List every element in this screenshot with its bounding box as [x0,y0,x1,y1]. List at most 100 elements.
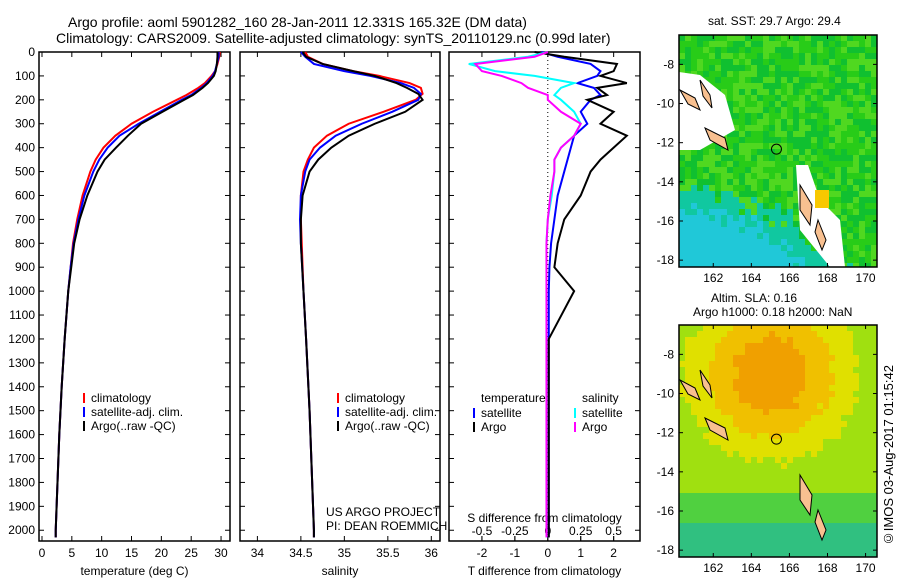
map-cell [679,367,685,373]
map-cell [793,53,799,59]
map-cell [763,361,769,367]
map-cell [781,379,787,385]
map-cell [691,215,697,221]
map-cell [841,233,847,239]
map-cell [835,361,841,367]
map-cell [733,421,739,427]
map-cell [745,119,751,125]
map-cell [733,113,739,119]
map-cell [853,337,859,343]
map-cell [871,149,877,155]
map-cell [859,481,865,487]
map-cell [769,409,775,415]
map-cell [835,409,841,415]
map-cell [709,535,715,541]
map-cell [697,385,703,391]
map-cell [811,161,817,167]
map-cell [817,475,823,481]
map-cell [811,337,817,343]
map-cell [805,481,811,487]
map-cell [847,439,853,445]
map-cell [697,469,703,475]
map-cell [697,427,703,433]
map-cell [781,439,787,445]
map-cell [799,89,805,95]
map-cell [715,349,721,355]
map-cell [769,361,775,367]
map-cell [757,137,763,143]
map-cell [865,191,871,197]
map-cell [763,161,769,167]
map-cell [865,409,871,415]
map-cell [811,65,817,71]
map-cell [739,511,745,517]
map-cell [721,529,727,535]
map-cell [727,35,733,41]
map-cell [715,337,721,343]
x-tick-label: 34 [251,546,265,560]
map-cell [685,475,691,481]
map-cell [763,47,769,53]
map-cell [709,409,715,415]
map-cell [739,71,745,77]
map-cell [733,385,739,391]
map-cell [751,499,757,505]
map-cell [757,77,763,83]
map-cell [805,113,811,119]
map-cell [829,349,835,355]
map-cell [751,71,757,77]
map-cell [727,541,733,547]
map-cell [727,451,733,457]
map-cell [847,373,853,379]
map-cell [829,113,835,119]
x2-axis-label: S difference from climatology [467,511,622,525]
map-cell [829,179,835,185]
map-cell [835,451,841,457]
y-tick-label: 300 [15,117,35,131]
map-cell [865,331,871,337]
map-cell [703,505,709,511]
map-cell [733,481,739,487]
map-cell [829,463,835,469]
map-cell [793,185,799,191]
lon-tick-label: 170 [856,561,876,575]
map-cell [697,499,703,505]
map-cell [793,209,799,215]
map-cell [727,239,733,245]
map-cell [709,391,715,397]
map-cell [847,35,853,41]
map-cell [859,535,865,541]
map-cell [763,379,769,385]
map-cell [859,131,865,137]
map-cell [841,397,847,403]
map-cell [685,511,691,517]
map-cell [703,343,709,349]
map-cell [745,349,751,355]
map-cell [853,493,859,499]
map-cell [847,191,853,197]
map-cell [781,149,787,155]
map-cell [805,445,811,451]
map-cell [703,245,709,251]
map-cell [787,403,793,409]
map-cell [709,397,715,403]
map-cell [751,391,757,397]
map-cell [841,481,847,487]
map-cell [775,239,781,245]
map-cell [757,251,763,257]
map-cell [781,517,787,523]
map-cell [811,427,817,433]
map-cell [787,137,793,143]
map-cell [841,131,847,137]
map-cell [871,137,877,143]
map-cell [733,59,739,65]
map-cell [805,541,811,547]
map-cell [679,337,685,343]
map-cell [781,179,787,185]
map-cell [805,71,811,77]
map-cell [691,227,697,233]
map-cell [853,221,859,227]
map-cell [751,161,757,167]
x-tick-label: -1 [510,546,521,560]
map-cell [829,77,835,83]
